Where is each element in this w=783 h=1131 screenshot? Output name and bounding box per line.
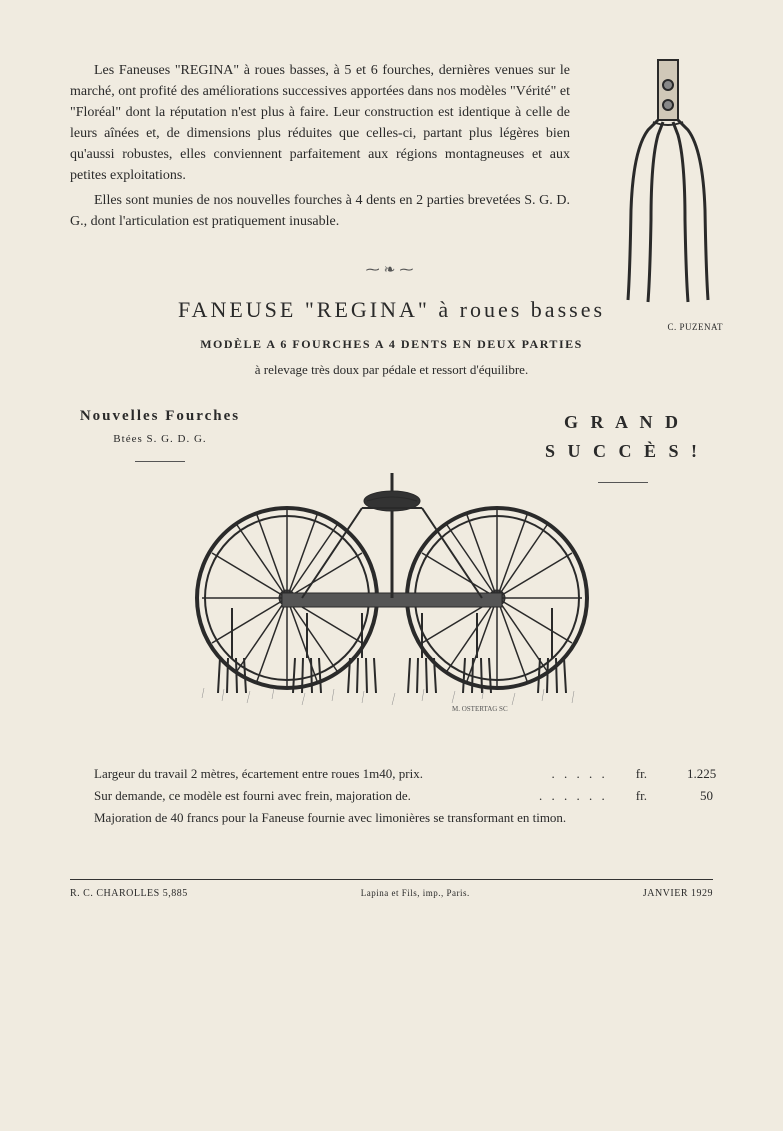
left-col-title: Nouvelles Fourches	[70, 408, 250, 425]
fork-caption: C. PUZENAT	[667, 322, 723, 332]
footer-row: R. C. CHAROLLES 5,885 Lapina et Fils, im…	[70, 888, 713, 899]
pricing-unit-1: fr.	[612, 763, 663, 785]
footer-left: R. C. CHAROLLES 5,885	[70, 888, 188, 899]
pricing-label-1: Largeur du travail 2 mètres, écartement …	[70, 763, 524, 785]
pricing-value-2: 50	[663, 785, 713, 807]
pricing-label-2: Sur demande, ce modèle est fourni avec f…	[70, 785, 511, 807]
succes-label: S U C C È S !	[545, 441, 701, 461]
pricing-line-1: Largeur du travail 2 mètres, écartement …	[70, 763, 713, 785]
right-column: G R A N D S U C C È S !	[533, 408, 713, 483]
pricing-line-2: Sur demande, ce modèle est fourni avec f…	[70, 785, 713, 807]
subtitle-bold: MODÈLE A 6 FOURCHES A 4 DENTS EN DEUX PA…	[70, 337, 713, 352]
faneuse-illustration: M. OSTERTAG SC	[192, 453, 592, 733]
left-col-rule	[135, 461, 185, 462]
illustration-artist: M. OSTERTAG SC	[452, 705, 508, 713]
intro-para-2: Elles sont munies de nos nouvelles fourc…	[70, 190, 570, 232]
right-col-rule	[598, 482, 648, 483]
pricing-dots-1: . . . . .	[524, 763, 612, 785]
intro-para-1: Les Faneuses "REGINA" à roues basses, à …	[70, 60, 570, 186]
pricing-note: Majoration de 40 francs pour la Faneuse …	[70, 807, 713, 829]
left-col-sub: Btées S. G. D. G.	[70, 433, 250, 445]
pricing-value-1: 1.225	[663, 763, 713, 785]
pricing-section: Largeur du travail 2 mètres, écartement …	[70, 763, 713, 829]
bottom-rule: R. C. CHAROLLES 5,885 Lapina et Fils, im…	[70, 879, 713, 899]
grand-label: G R A N D	[564, 412, 682, 432]
footer-center: Lapina et Fils, imp., Paris.	[361, 888, 470, 899]
footer-right: JANVIER 1929	[643, 888, 713, 899]
intro-section: Les Faneuses "REGINA" à roues basses, à …	[70, 60, 713, 232]
left-column: Nouvelles Fourches Btées S. G. D. G.	[70, 408, 250, 462]
intro-text: Les Faneuses "REGINA" à roues basses, à …	[70, 60, 570, 232]
fork-illustration	[603, 50, 733, 310]
subtitle-normal: à relevage très doux par pédale et resso…	[70, 362, 713, 378]
right-col-title: G R A N D S U C C È S !	[533, 408, 713, 466]
pricing-dots-2: . . . . . .	[511, 785, 612, 807]
pricing-unit-2: fr.	[612, 785, 663, 807]
